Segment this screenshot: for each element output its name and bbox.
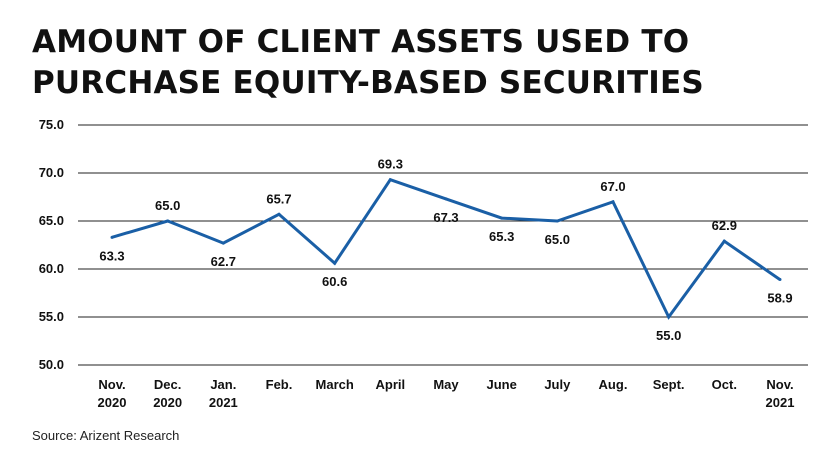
x-tick-label: Feb. bbox=[266, 377, 293, 392]
y-tick-label: 75.0 bbox=[39, 117, 64, 132]
x-tick-label: Aug. bbox=[599, 377, 628, 392]
y-tick-label: 55.0 bbox=[39, 309, 64, 324]
x-tick-label: Sept. bbox=[653, 377, 685, 392]
x-tick-label: May bbox=[433, 377, 459, 392]
x-tick-label: July bbox=[544, 377, 571, 392]
data-label: 65.3 bbox=[489, 229, 514, 244]
data-point bbox=[667, 315, 671, 319]
y-tick-label: 50.0 bbox=[39, 357, 64, 372]
data-label: 67.3 bbox=[433, 210, 458, 225]
data-label: 60.6 bbox=[322, 274, 347, 289]
x-tick-label: March bbox=[316, 377, 354, 392]
data-point bbox=[500, 216, 504, 220]
x-tick-label: Oct. bbox=[712, 377, 737, 392]
chart-title: AMOUNT OF CLIENT ASSETS USED TO PURCHASE… bbox=[32, 22, 822, 104]
x-tick-label: 2020 bbox=[98, 395, 127, 410]
y-tick-label: 65.0 bbox=[39, 213, 64, 228]
source-note: Source: Arizent Research bbox=[32, 428, 180, 443]
x-tick-label: Nov. bbox=[766, 377, 793, 392]
data-label: 62.7 bbox=[211, 254, 236, 269]
y-tick-label: 60.0 bbox=[39, 261, 64, 276]
data-point bbox=[166, 219, 170, 223]
data-label: 69.3 bbox=[378, 157, 403, 172]
x-tick-label: 2021 bbox=[209, 395, 238, 410]
data-point bbox=[388, 178, 392, 182]
data-point bbox=[333, 261, 337, 265]
data-point bbox=[110, 235, 114, 239]
x-tick-label: 2021 bbox=[766, 395, 795, 410]
data-label: 55.0 bbox=[656, 328, 681, 343]
data-point bbox=[444, 197, 448, 201]
data-point bbox=[611, 200, 615, 204]
data-label: 65.0 bbox=[545, 232, 570, 247]
x-tick-label: April bbox=[376, 377, 406, 392]
data-label: 67.0 bbox=[600, 179, 625, 194]
data-label: 62.9 bbox=[712, 218, 737, 233]
data-point bbox=[722, 239, 726, 243]
chart-title-line-1: AMOUNT OF CLIENT ASSETS USED TO bbox=[32, 24, 690, 60]
x-tick-label: June bbox=[486, 377, 516, 392]
data-point bbox=[778, 278, 782, 282]
x-tick-label: Dec. bbox=[154, 377, 181, 392]
x-tick-label: Nov. bbox=[98, 377, 125, 392]
x-tick-label: Jan. bbox=[210, 377, 236, 392]
data-label: 65.7 bbox=[266, 191, 291, 206]
data-label: 65.0 bbox=[155, 198, 180, 213]
data-label: 63.3 bbox=[99, 248, 124, 263]
y-tick-label: 70.0 bbox=[39, 165, 64, 180]
data-point bbox=[555, 219, 559, 223]
data-label: 58.9 bbox=[767, 291, 792, 306]
chart-title-line-2: PURCHASE EQUITY-BASED SECURITIES bbox=[32, 65, 704, 101]
data-point bbox=[277, 212, 281, 216]
x-tick-label: 2020 bbox=[153, 395, 182, 410]
data-point bbox=[221, 241, 225, 245]
